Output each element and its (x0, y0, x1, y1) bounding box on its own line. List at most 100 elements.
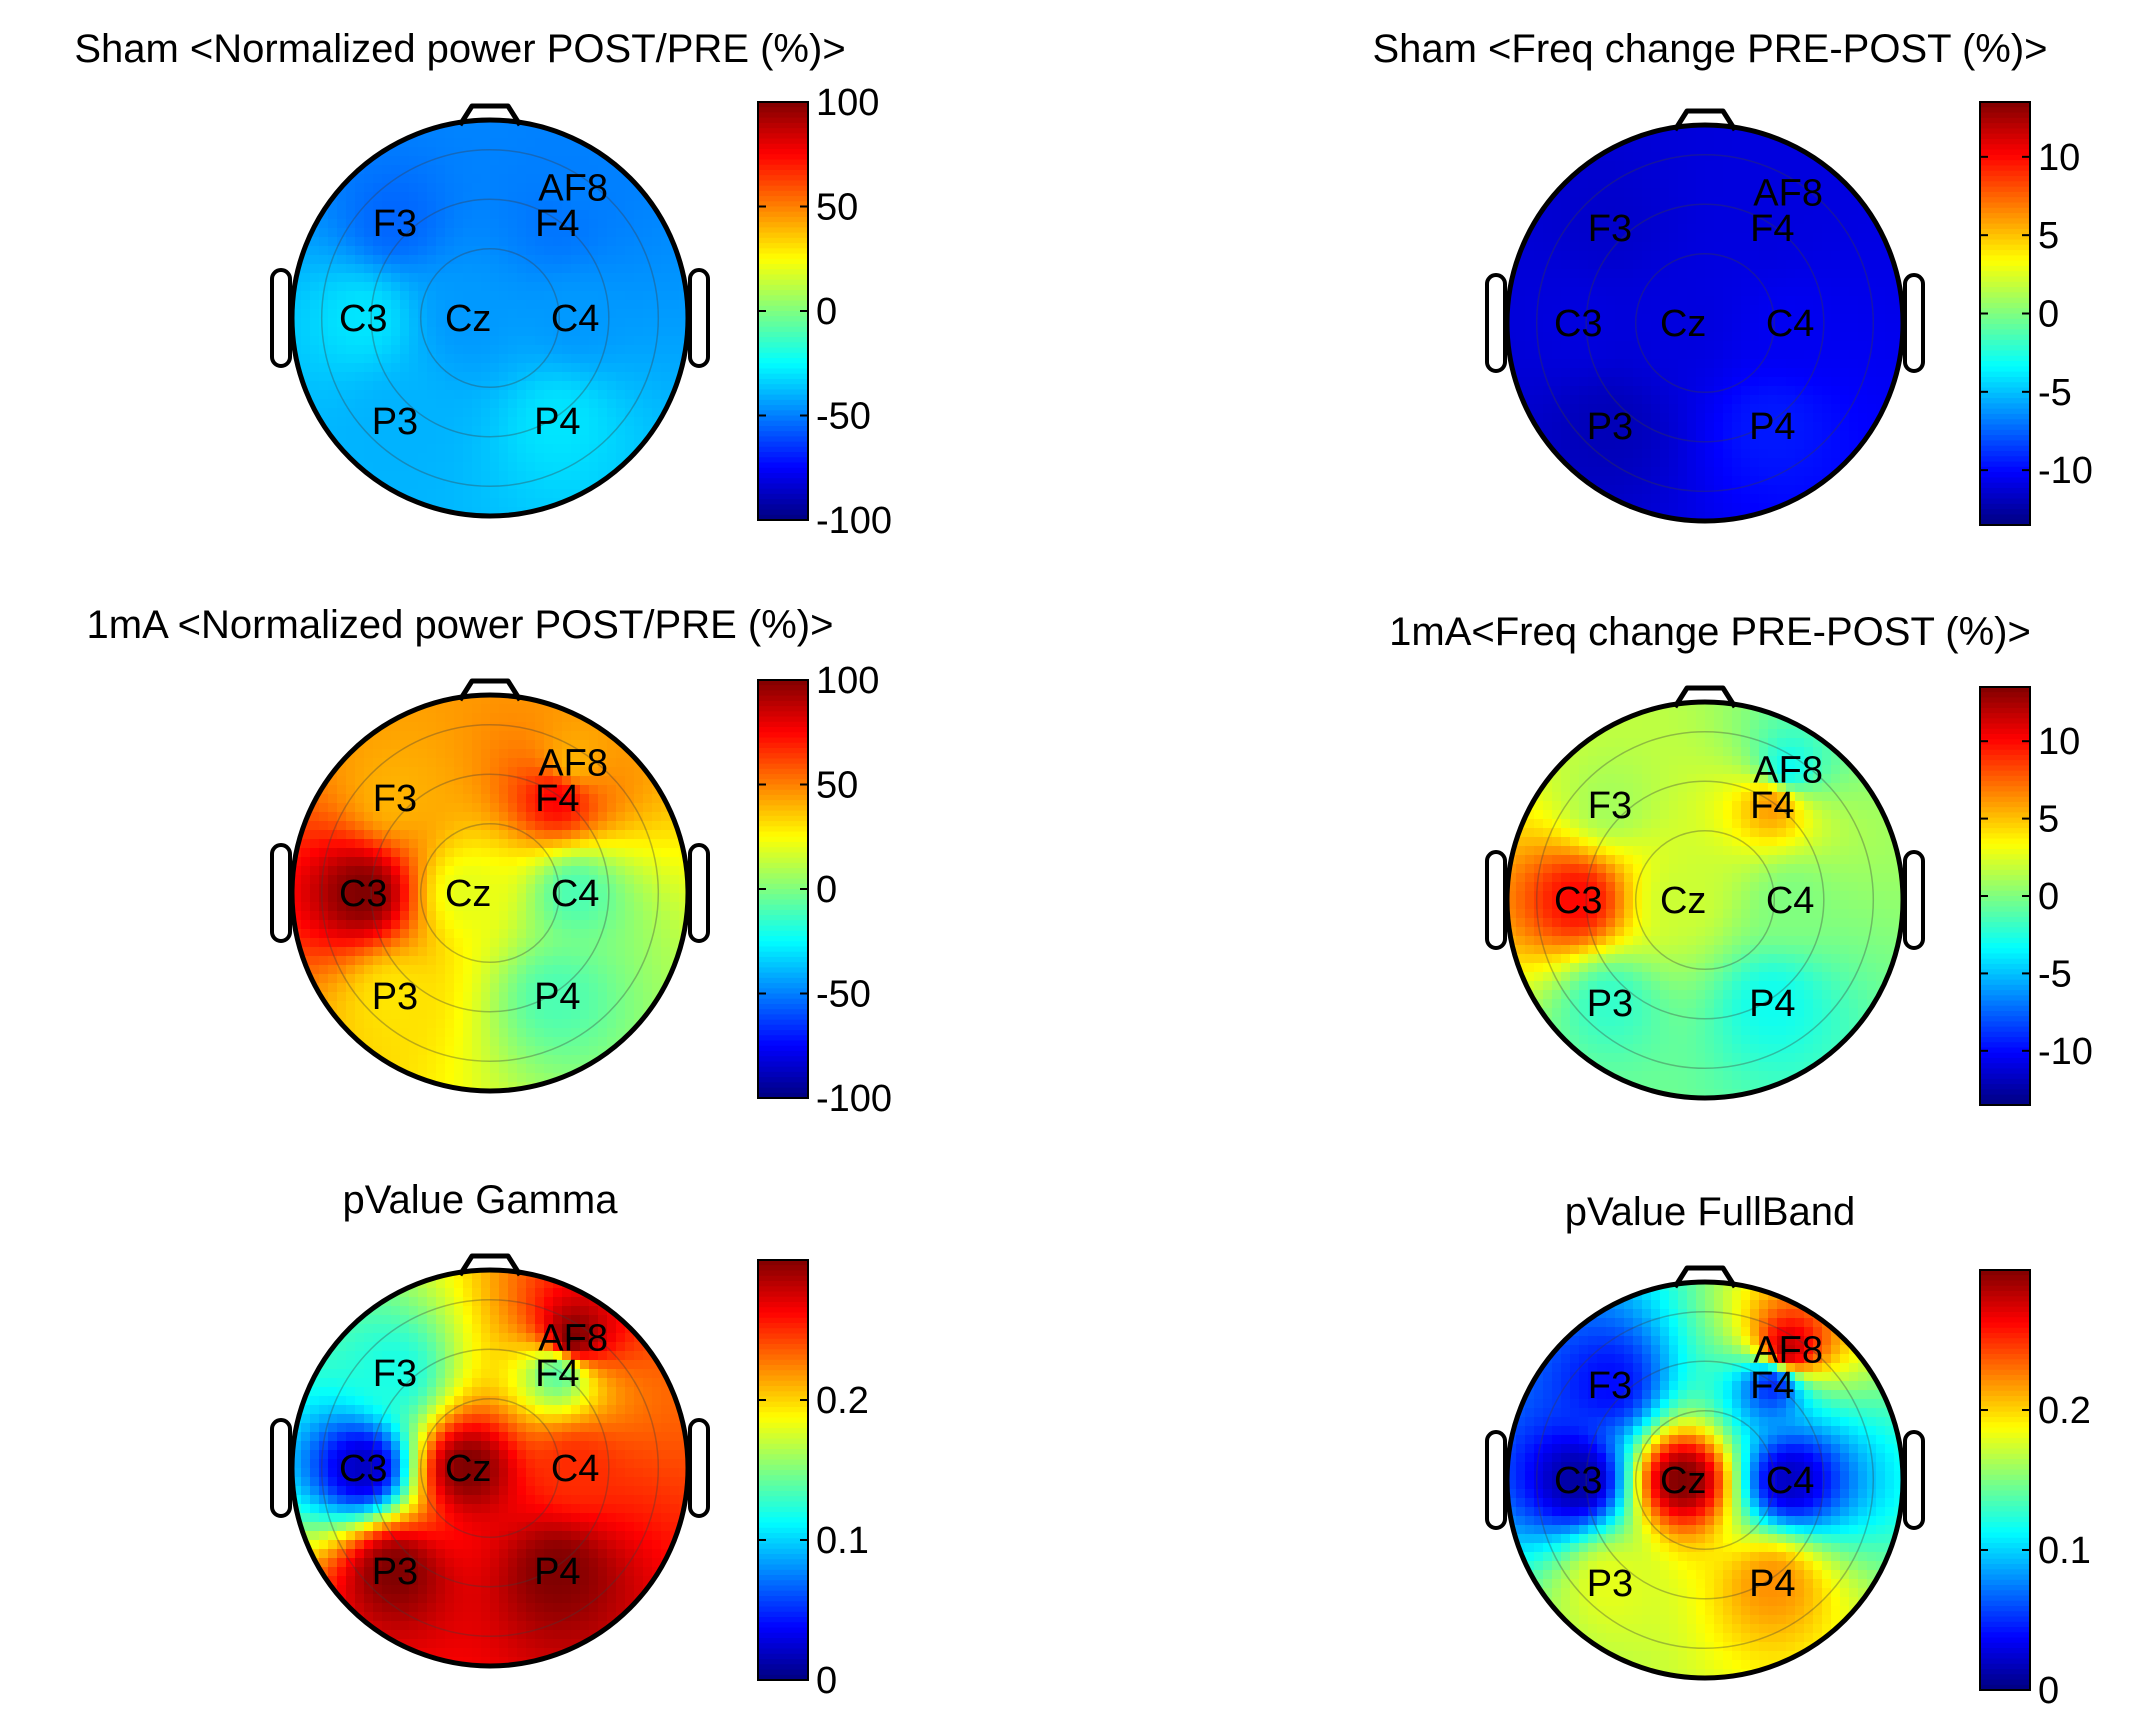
electrode-label-p3: P3 (1587, 983, 1633, 1025)
electrode-label-c3: C3 (1554, 880, 1603, 922)
right-ear-outline (1903, 273, 1925, 373)
panel-title: Sham <Freq change PRE-POST (%)> (1372, 27, 2047, 71)
contour-line (1585, 780, 1825, 1020)
contour-line (1585, 203, 1825, 443)
colorbar-tick-label: 0.2 (816, 1380, 869, 1422)
colorbar-tick-label: 5 (2038, 215, 2059, 257)
electrode-label-c4: C4 (1766, 880, 1815, 922)
contour-line (419, 247, 561, 389)
electrode-label-p3: P3 (1587, 406, 1633, 448)
electrode-label-af8: AF8 (1753, 1329, 1823, 1371)
panel-title: Sham <Normalized power POST/PRE (%)> (74, 27, 845, 71)
electrode-label-cz: Cz (1660, 303, 1706, 345)
electrode-label-cz: Cz (1660, 1460, 1706, 1502)
electrode-label-f4: F4 (535, 1353, 579, 1395)
electrode-label-af8: AF8 (1753, 172, 1823, 214)
electrode-label-p4: P4 (534, 401, 580, 443)
electrode-label-p3: P3 (1587, 1563, 1633, 1605)
colorbar-tick-label: 0.1 (816, 1520, 869, 1562)
colorbar-frame (1979, 1269, 2031, 1691)
electrode-label-c3: C3 (339, 873, 388, 915)
electrode-label-f4: F4 (535, 778, 579, 820)
colorbar-tick-label: -100 (816, 500, 892, 542)
left-ear-outline (1485, 273, 1507, 373)
electrode-label-f3: F3 (1588, 1365, 1632, 1407)
colorbar-frame (757, 1259, 809, 1681)
electrode-label-p3: P3 (372, 401, 418, 443)
panel-title: pValue FullBand (1565, 1190, 1856, 1234)
contour-line (1535, 153, 1875, 493)
colorbar: 10 5 0 -5 -10 (1979, 686, 2093, 1106)
contour-line (370, 773, 610, 1013)
topoplot-panel-1: Sham <Normalized power POST/PRE (%)>AF8F… (74, 27, 892, 542)
electrode-label-p3: P3 (372, 976, 418, 1018)
electrode-label-f3: F3 (373, 1353, 417, 1395)
colorbar-tick-label: -50 (816, 396, 871, 438)
electrode-label-f4: F4 (535, 203, 579, 245)
nose-outline (457, 1253, 523, 1277)
colorbar-tick-label: 0 (816, 1660, 837, 1702)
colorbar-tick-label: -50 (816, 974, 871, 1016)
colorbar-tick-label: 100 (816, 660, 879, 702)
right-ear-outline (688, 843, 710, 943)
left-ear-outline (270, 268, 292, 368)
topoplot-panel-4: 1mA<Freq change PRE-POST (%)> AF8 F3 F4 C3 Cz… (1389, 610, 2093, 1106)
contour-line (1535, 730, 1875, 1070)
nose-outline (1672, 685, 1738, 709)
electrode-label-c3: C3 (339, 298, 388, 340)
topoplot-panel-5: pValue Gamma AF8 F3 F4 C3 Cz C4 P3 P4 0.2 0.1 0 (270, 1178, 869, 1702)
colorbar-tick-label: 100 (816, 82, 879, 124)
contour-line (1585, 1360, 1825, 1600)
contour-line (1634, 829, 1776, 971)
colorbar-tick-label: 0 (2038, 876, 2059, 918)
topoplot-panel-3: 1mA <Normalized power POST/PRE (%)> AF8 F3… (87, 603, 893, 1120)
nose-outline (457, 103, 523, 127)
electrode-label-p4: P4 (534, 1551, 580, 1593)
electrode-label-p4: P4 (1749, 406, 1795, 448)
colorbar-tick-label: 50 (816, 765, 858, 807)
colorbar-tick-label: 5 (2038, 799, 2059, 841)
electrode-label-af8: AF8 (538, 1317, 608, 1359)
left-ear-outline (1485, 1430, 1507, 1530)
colorbar-tick-label: 0 (2038, 1670, 2059, 1712)
contour-line (370, 198, 610, 438)
left-ear-outline (1485, 850, 1507, 950)
electrode-label-p4: P4 (1749, 1563, 1795, 1605)
contour-line (320, 723, 660, 1063)
electrode-label-cz: Cz (445, 1448, 491, 1490)
colorbar-tick-label: -5 (2038, 953, 2072, 995)
colorbar-tick-label: 10 (2038, 137, 2080, 179)
colorbar-tick-label: 10 (2038, 721, 2080, 763)
colorbar-tick-label: -10 (2038, 450, 2093, 492)
electrode-label-af8: AF8 (1753, 749, 1823, 791)
left-ear-outline (270, 843, 292, 943)
colorbar-tick-label: 0.2 (2038, 1390, 2091, 1432)
electrode-label-c3: C3 (1554, 303, 1603, 345)
contour-line (320, 148, 660, 488)
colorbar: 10 5 0 -5 -10 (1979, 101, 2093, 526)
electrode-label-c4: C4 (1766, 1460, 1815, 1502)
electrode-label-af8: AF8 (538, 742, 608, 784)
electrode-label-f3: F3 (1588, 208, 1632, 250)
electrode-label-f4: F4 (1750, 1365, 1794, 1407)
panel-title: 1mA<Freq change PRE-POST (%)> (1389, 610, 2031, 654)
colorbar-tick-label: 50 (816, 187, 858, 229)
nose-outline (1672, 1265, 1738, 1289)
electrode-label-p4: P4 (1749, 983, 1795, 1025)
right-ear-outline (1903, 1430, 1925, 1530)
right-ear-outline (1903, 850, 1925, 950)
contour-line (419, 1397, 561, 1539)
electrode-label-c4: C4 (1766, 303, 1815, 345)
topoplot-panel-6: pValue FullBand AF8 F3 F4 C3 Cz C4 P3 P4 0.2 0.1 0 (1485, 1190, 2091, 1712)
colorbar-tick-label: -5 (2038, 372, 2072, 414)
contour-line (1535, 1310, 1875, 1650)
colorbar: 100 50 0 -50 -100 (757, 82, 892, 542)
nose-outline (1672, 108, 1738, 132)
topoplot-panel-2: Sham <Freq change PRE-POST (%)> AF8 F3 F4 C3… (1372, 27, 2093, 526)
electrode-label-f4: F4 (1750, 208, 1794, 250)
electrode-label-f3: F3 (373, 203, 417, 245)
electrode-label-p3: P3 (372, 1551, 418, 1593)
electrode-label-f4: F4 (1750, 785, 1794, 827)
electrode-label-f3: F3 (373, 778, 417, 820)
